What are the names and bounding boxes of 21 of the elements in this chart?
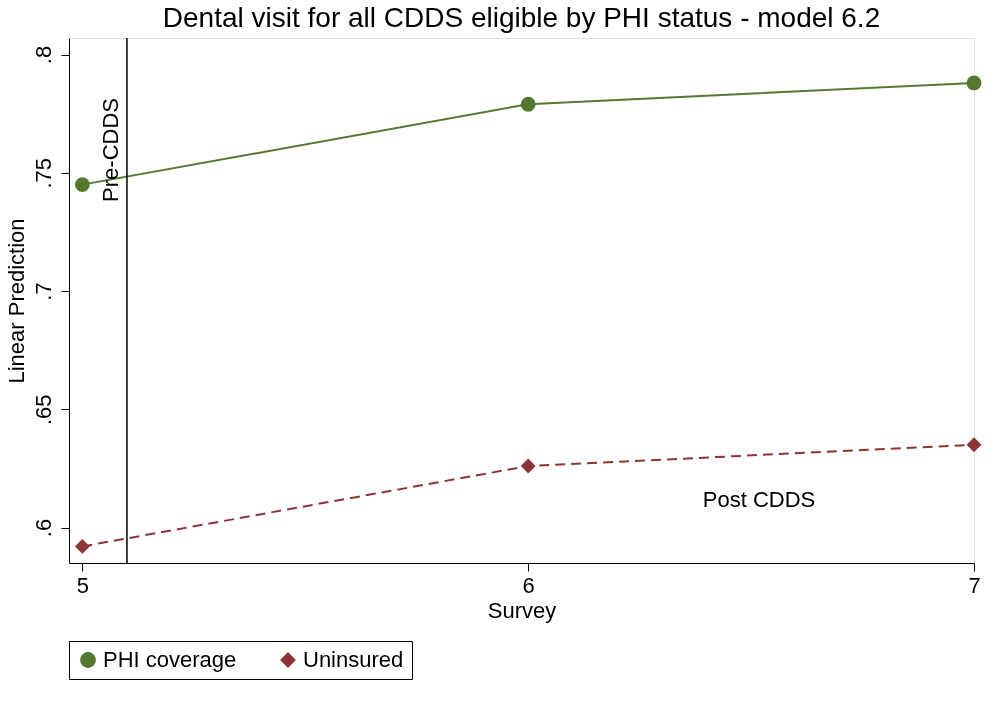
point: [74, 539, 90, 554]
legend-label: Uninsured: [303, 647, 404, 672]
y-tick-label: .75: [30, 158, 56, 189]
point: [966, 437, 982, 453]
point: [966, 75, 982, 91]
point: [520, 458, 536, 474]
point: [520, 96, 536, 112]
y-tick-label: .7: [30, 282, 56, 301]
x-axis-title: Survey: [487, 597, 557, 623]
y-tick-label: .65: [30, 394, 56, 426]
y-tick-label: .6: [30, 518, 56, 538]
y-axis-title: Linear Prediction: [3, 218, 29, 384]
annotation: Post CDDS: [702, 487, 816, 512]
point: [74, 177, 90, 193]
x-tick-label: 5: [76, 572, 89, 598]
legend-label: PHI coverage: [103, 647, 237, 672]
x-tick-label: 6: [522, 572, 535, 598]
y-tick-label: .8: [30, 45, 56, 65]
chart-title: Dental visit for all CDDS eligible by PHI status - model 6.2: [162, 2, 881, 34]
x-tick-label: 7: [968, 572, 981, 598]
ref-line-label: Pre-CDDS: [97, 98, 123, 202]
